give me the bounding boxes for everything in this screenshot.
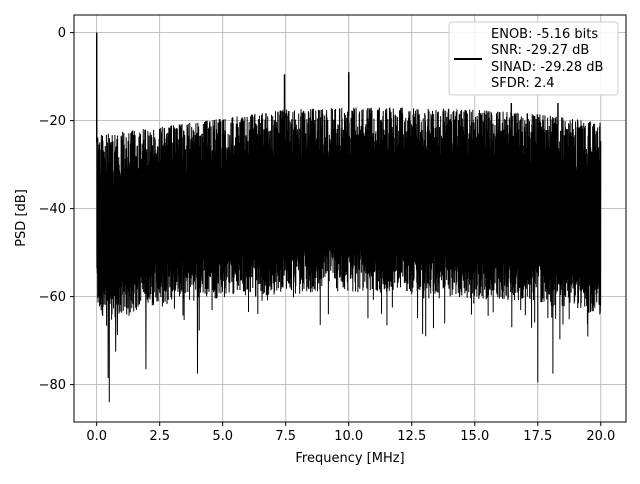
x-tick-label: 0.0 — [86, 429, 107, 444]
x-tick-label: 7.5 — [275, 429, 296, 444]
x-tick-label: 15.0 — [460, 429, 489, 444]
psd-trace — [95, 32, 602, 403]
y-tick-label: 0 — [58, 26, 66, 41]
legend-line-enob: ENOB: -5.16 bits — [491, 27, 598, 42]
x-tick-label: 10.0 — [334, 429, 363, 444]
y-axis-label: PSD [dB] — [14, 189, 29, 247]
x-tick-label: 17.5 — [523, 429, 552, 444]
legend-box — [448, 21, 619, 96]
axis-ticks: 0.0 2.5 5.0 7.5 10.0 12.5 15.0 17.5 20.0 0 −20 −40 −… — [39, 26, 616, 444]
x-axis-label: Frequency [MHz] — [295, 451, 404, 466]
y-tick-label: −60 — [39, 290, 66, 305]
legend-line-snr: SNR: -29.27 dB — [491, 43, 589, 58]
legend-line-sfdr: SFDR: 2.4 — [491, 76, 555, 91]
legend-line-sinad: SINAD: -29.28 dB — [491, 60, 603, 75]
y-tick-label: −40 — [39, 202, 66, 217]
x-tick-label: 12.5 — [397, 429, 426, 444]
x-tick-label: 2.5 — [149, 429, 170, 444]
x-tick-label: 20.0 — [586, 429, 615, 444]
x-tick-label: 5.0 — [212, 429, 233, 444]
y-tick-label: −80 — [39, 378, 66, 393]
y-tick-label: −20 — [39, 114, 66, 129]
legend: ENOB: -5.16 bits SNR: -29.27 dB SINAD: -… — [448, 21, 619, 96]
plot-area-frame — [73, 14, 627, 423]
